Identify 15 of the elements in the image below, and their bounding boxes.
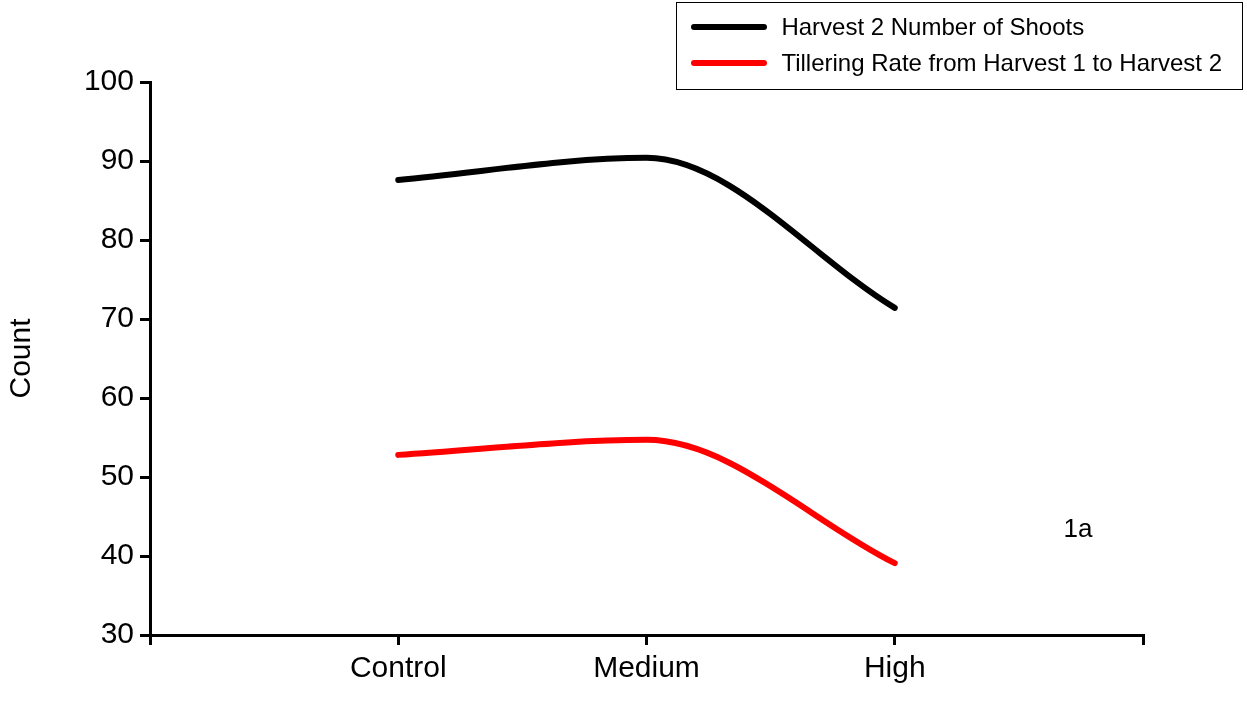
y-tick-label: 100 [83,63,134,97]
legend-label: Harvest 2 Number of Shoots [781,13,1085,41]
y-tick-label: 90 [100,142,134,176]
x-tick-label: Control [349,650,447,684]
y-tick-label: 40 [100,537,134,571]
y-tick-label: 80 [100,221,134,255]
y-tick-label: 70 [100,300,134,334]
x-tick-label: Medium [593,650,700,684]
y-axis-title: Count [3,317,37,399]
y-tick-label: 50 [100,458,134,492]
legend-label: Tillering Rate from Harvest 1 to Harvest 2 [781,49,1222,77]
x-tick-label: High [863,650,926,684]
y-tick-label: 30 [100,616,134,650]
annotation: 1a [1063,513,1093,545]
y-tick-label: 60 [100,379,134,413]
